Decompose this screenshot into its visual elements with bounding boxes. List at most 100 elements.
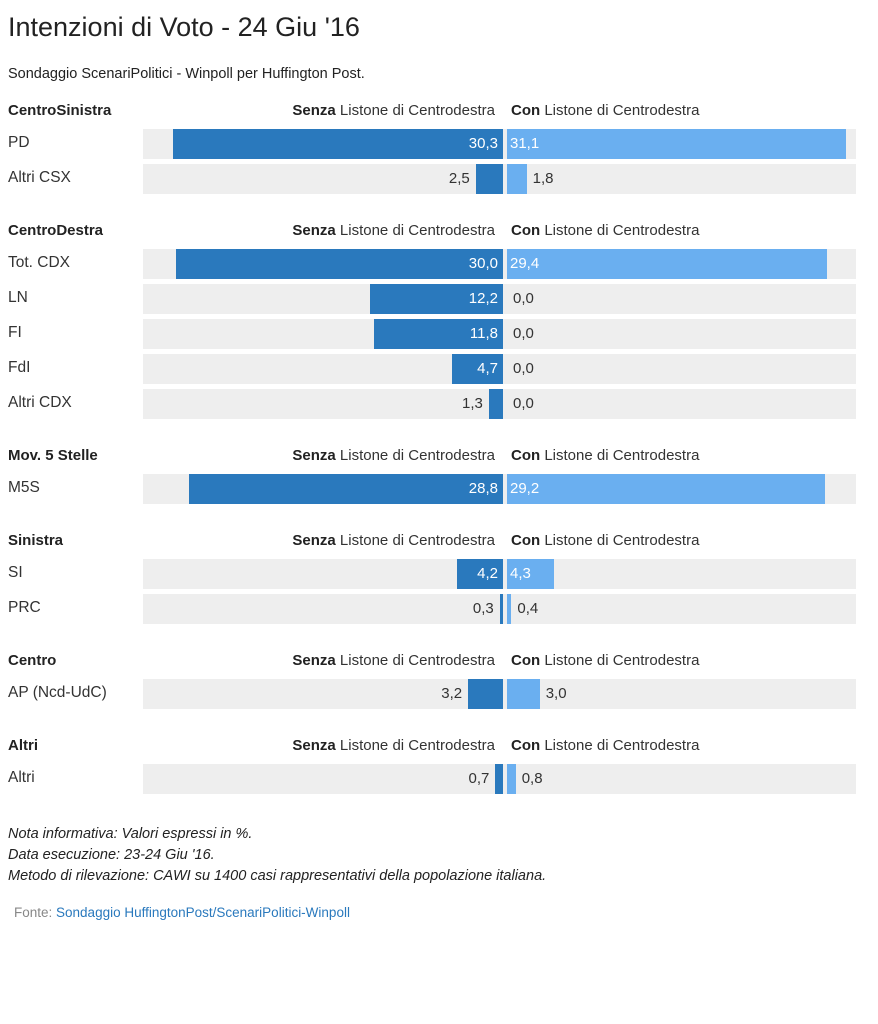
value-label-senza: 30,0 [468,255,498,272]
note-line: Nota informativa: Valori espressi in %. [8,826,253,842]
group-header: Centro Senza Listone di Centrodestra Con L… [0,652,878,674]
value-label-con: 29,2 [510,480,540,497]
source-link[interactable]: Sondaggio HuffingtonPost/ScenariPolitici… [56,905,350,920]
column-header-bold: Con [511,222,541,239]
column-header-senza: Senza Listone di Centrodestra [292,532,495,549]
column-header-con: Con Listone di Centrodestra [511,652,700,669]
value-label-con: 31,1 [510,135,540,152]
column-header-bold: Senza [292,652,336,669]
value-label-con: 0,0 [513,325,534,342]
value-label-senza: 4,7 [477,360,498,377]
group-header: CentroSinistra Senza Listone di Centrodes… [0,102,878,124]
row-label: Altri CSX [8,169,71,186]
group-name: Altri [8,737,38,754]
group-header: Mov. 5 Stelle Senza Listone di Centrodest… [0,447,878,469]
value-label-con: 1,8 [532,170,554,187]
bar-senza [374,319,503,349]
page-subtitle: Sondaggio ScenariPolitici - Winpoll per … [8,66,365,82]
column-header-bold: Senza [292,222,336,239]
bar-senza [475,164,503,194]
value-label-senza: 2,5 [448,170,470,187]
chart-row: Altri 0,7 0,8 [0,764,878,794]
note-line: Data esecuzione: 23-24 Giu '16. [8,847,215,863]
chart-row: FI 11,8 0,0 [0,319,878,349]
value-label-con: 0,8 [521,770,543,787]
column-header-senza: Senza Listone di Centrodestra [292,652,495,669]
bar-senza [499,594,503,624]
bar-track [143,594,856,624]
bar-senza [495,764,503,794]
source-credit: Fonte: Sondaggio HuffingtonPost/ScenariP… [14,905,350,920]
value-label-con: 4,3 [510,565,531,582]
group-header: Altri Senza Listone di Centrodestra Con Li… [0,737,878,759]
chart-row: PD 30,3 31,1 [0,129,878,159]
group-name: Centro [8,652,57,669]
value-label-senza: 30,3 [468,135,498,152]
bar-senza [488,389,503,419]
value-label-con: 29,4 [510,255,540,272]
bar-con [507,679,540,709]
bar-senza [451,354,503,384]
column-header-con: Con Listone di Centrodestra [511,102,700,119]
chart-row: Tot. CDX 30,0 29,4 [0,249,878,279]
value-label-senza: 0,3 [472,600,494,617]
bar-senza [370,284,503,314]
chart-row: LN 12,2 0,0 [0,284,878,314]
chart-row: Altri CSX 2,5 1,8 [0,164,878,194]
source-prefix: Fonte: [14,905,57,920]
chart-row: PRC 0,3 0,4 [0,594,878,624]
column-header-bold: Senza [292,447,336,464]
bar-con [507,559,554,589]
chart-row: Altri CDX 1,3 0,0 [0,389,878,419]
value-label-con: 0,4 [517,600,539,617]
value-label-senza: 28,8 [468,480,498,497]
bar-con [507,164,527,194]
bar-con [507,129,846,159]
group-header: CentroDestra Senza Listone di Centrodestr… [0,222,878,244]
row-label: Altri [8,769,35,786]
bar-senza [468,679,503,709]
row-label: PRC [8,599,41,616]
column-header-con: Con Listone di Centrodestra [511,222,700,239]
bar-con [507,764,516,794]
note-line: Metodo di rilevazione: CAWI su 1400 casi… [8,868,547,884]
column-header-senza: Senza Listone di Centrodestra [292,447,495,464]
row-label: LN [8,289,28,306]
value-label-con: 0,0 [513,290,534,307]
row-label: M5S [8,479,40,496]
column-header-bold: Con [511,737,541,754]
bar-con [507,249,828,279]
chart-row: FdI 4,7 0,0 [0,354,878,384]
group-name: Mov. 5 Stelle [8,447,98,464]
value-label-con: 3,0 [545,685,567,702]
page-title: Intenzioni di Voto - 24 Giu '16 [8,12,360,42]
row-label: Altri CDX [8,394,72,411]
row-label: Tot. CDX [8,254,71,271]
value-label-senza: 4,2 [477,565,498,582]
bar-senza [457,559,503,589]
bar-con [507,474,826,504]
group-name: CentroSinistra [8,102,112,119]
column-header-con: Con Listone di Centrodestra [511,737,700,754]
notes: Nota informativa: Valori espressi in %. … [8,824,546,887]
value-label-senza: 1,3 [461,395,483,412]
bar-con [507,594,512,624]
row-label: SI [8,564,23,581]
chart-row: AP (Ncd-UdC) 3,2 3,0 [0,679,878,709]
value-label-senza: 12,2 [468,290,498,307]
value-label-con: 0,0 [513,360,534,377]
column-header-senza: Senza Listone di Centrodestra [292,102,495,119]
column-header-bold: Con [511,447,541,464]
column-header-bold: Senza [292,532,336,549]
value-label-con: 0,0 [513,395,534,412]
group-name: Sinistra [8,532,64,549]
column-header-bold: Con [511,102,541,119]
value-label-senza: 0,7 [468,770,490,787]
column-header-bold: Senza [292,102,336,119]
group-name: CentroDestra [8,222,104,239]
column-header-con: Con Listone di Centrodestra [511,532,700,549]
row-label: PD [8,134,30,151]
bar-senza [176,249,503,279]
bar-senza [172,129,503,159]
column-header-senza: Senza Listone di Centrodestra [292,737,495,754]
